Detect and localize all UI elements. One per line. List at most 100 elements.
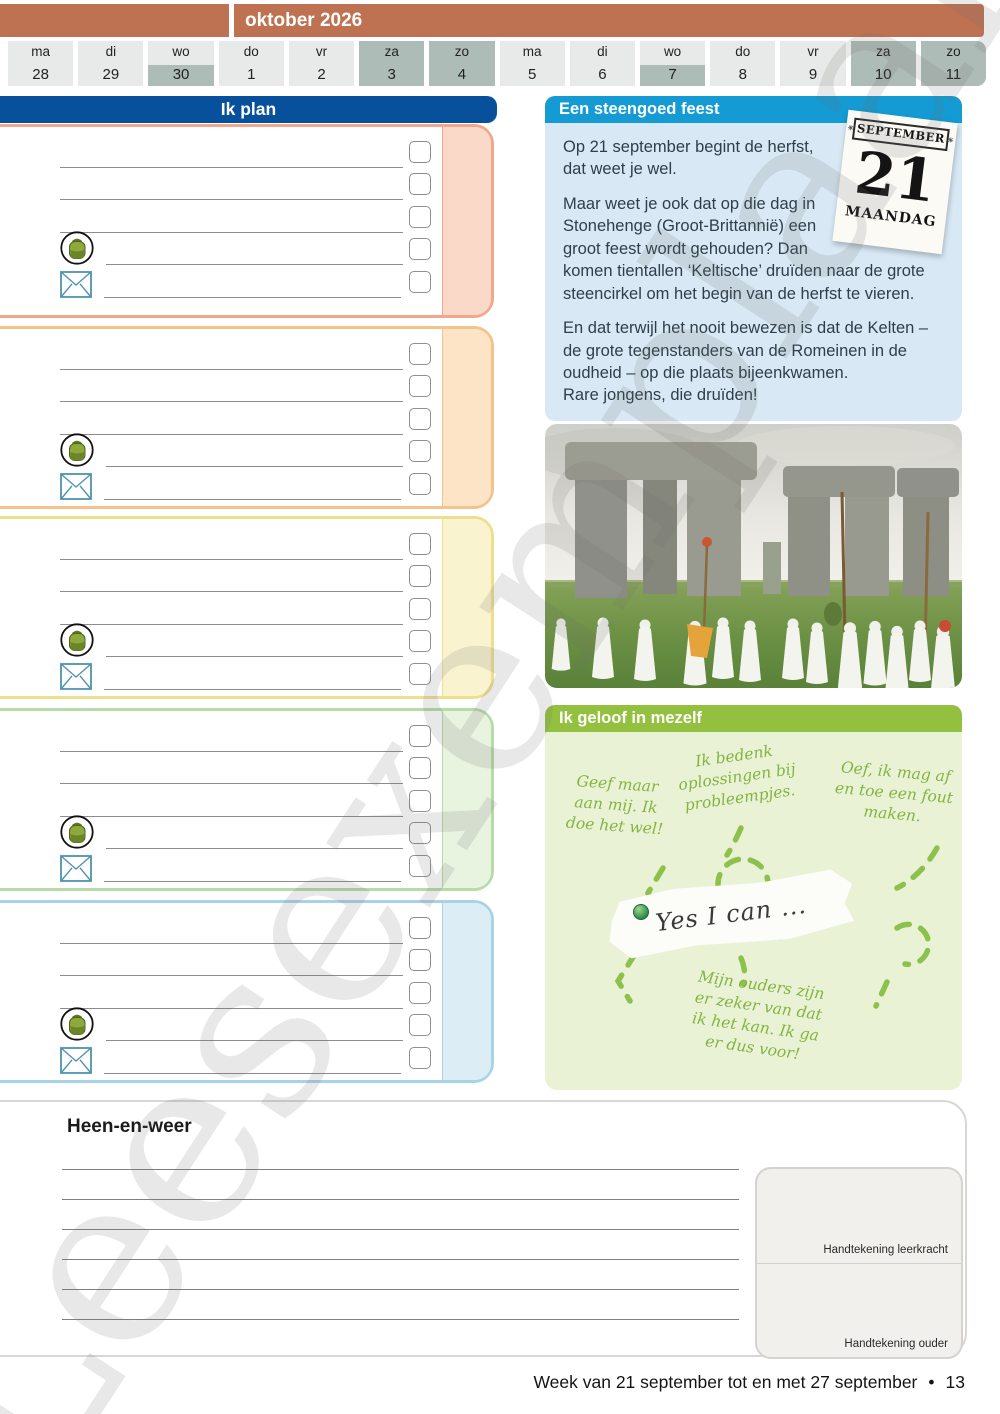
plan-row-message xyxy=(60,265,431,298)
calendar-day-abbr: zo xyxy=(429,41,495,65)
plan-checkbox[interactable] xyxy=(409,1014,431,1036)
plan-checkbox[interactable] xyxy=(409,205,431,228)
plan-checkbox[interactable] xyxy=(409,789,431,812)
writing-line[interactable] xyxy=(60,782,403,784)
writing-line[interactable] xyxy=(104,688,401,690)
calendar-day: vr 2 xyxy=(288,41,355,86)
plan-block-tab xyxy=(442,711,491,888)
writing-line[interactable] xyxy=(60,1007,403,1009)
calendar-day-abbr: di xyxy=(569,41,635,65)
plan-checkbox[interactable] xyxy=(409,757,431,779)
writing-line[interactable] xyxy=(106,465,403,467)
plan-row-homework xyxy=(60,815,431,849)
belief-panel: Ik geloof in mezelf Geef maar aan mij. I… xyxy=(545,705,962,1090)
envelope-icon xyxy=(60,270,92,303)
article-panel: Een steengoed feest ✳ SEPTEMBER ✳ 21 MAA… xyxy=(545,96,962,421)
calendar-day-abbr: do xyxy=(710,41,776,65)
plan-row xyxy=(60,402,431,435)
calendar-day-abbr: wo xyxy=(148,41,214,65)
writing-line[interactable] xyxy=(106,655,403,657)
page-footer: Week van 21 september tot en met 27 sept… xyxy=(533,1372,965,1393)
plan-checkbox[interactable] xyxy=(409,375,431,397)
writing-line[interactable] xyxy=(60,750,403,752)
note-text: Yes I can ... xyxy=(653,890,809,938)
calendar-day: di 6 xyxy=(569,41,635,86)
writing-line[interactable] xyxy=(60,974,403,976)
plan-checkbox[interactable] xyxy=(409,140,431,163)
plan-checkbox[interactable] xyxy=(409,270,431,293)
plan-checkbox[interactable] xyxy=(409,440,431,462)
plan-block xyxy=(0,900,494,1083)
teacher-signature-label: Handtekening leerkracht xyxy=(823,1244,948,1256)
writing-line[interactable] xyxy=(62,1228,739,1230)
calendar-day-number: 3 xyxy=(359,65,425,86)
writing-line[interactable] xyxy=(106,263,403,265)
plan-checkbox[interactable] xyxy=(409,662,431,685)
writing-line[interactable] xyxy=(60,623,403,625)
plan-checkbox[interactable] xyxy=(409,472,431,495)
plan-checkbox[interactable] xyxy=(409,1046,431,1069)
plan-checkbox[interactable] xyxy=(409,822,431,844)
belief-quote: Oef, ik mag af en toe een fout maken. xyxy=(834,758,954,826)
writing-line[interactable] xyxy=(60,368,403,370)
calendar-day: za 3 xyxy=(359,41,425,86)
month-bar-divider xyxy=(229,4,234,37)
writing-line[interactable] xyxy=(60,558,403,560)
calendar-day-abbr: do xyxy=(218,41,284,65)
writing-line[interactable] xyxy=(60,198,403,200)
teacher-signature-area[interactable]: Handtekening leerkracht xyxy=(757,1169,961,1263)
writing-line[interactable] xyxy=(60,942,403,944)
calendar-day-abbr: wo xyxy=(639,41,706,65)
writing-line[interactable] xyxy=(60,400,403,402)
parent-signature-area[interactable]: Handtekening ouder xyxy=(757,1263,961,1357)
plan-checkbox[interactable] xyxy=(409,597,431,620)
writing-line[interactable] xyxy=(60,815,403,817)
signature-box: Handtekening leerkracht Handtekening oud… xyxy=(755,1167,963,1359)
calendar-day: di 29 xyxy=(78,41,144,86)
plan-checkbox[interactable] xyxy=(409,724,431,747)
calendar-day: vr 9 xyxy=(780,41,846,86)
writing-line[interactable] xyxy=(60,231,403,233)
writing-line[interactable] xyxy=(62,1258,739,1260)
writing-line[interactable] xyxy=(104,880,401,882)
writing-line[interactable] xyxy=(60,590,403,592)
ornament-icon: ✳ xyxy=(947,135,955,145)
plan-row xyxy=(60,976,431,1009)
writing-line[interactable] xyxy=(62,1198,739,1200)
plan-checkbox[interactable] xyxy=(409,565,431,587)
writing-line[interactable] xyxy=(60,433,403,435)
plan-checkbox[interactable] xyxy=(409,238,431,260)
plan-row-homework xyxy=(60,623,431,657)
plan-row xyxy=(60,719,431,752)
plan-checkbox[interactable] xyxy=(409,630,431,652)
calendar-strip: ma 28 di 29 wo 30 do 1 vr 2 za 3 zo 4 ma… xyxy=(8,41,987,86)
plan-row xyxy=(60,911,431,944)
writing-line[interactable] xyxy=(62,1318,739,1320)
plan-checkbox[interactable] xyxy=(409,173,431,195)
writing-line[interactable] xyxy=(104,1072,401,1074)
envelope-icon xyxy=(60,662,92,695)
calendar-day: za 10 xyxy=(850,41,916,86)
plan-checkbox[interactable] xyxy=(409,949,431,971)
writing-line[interactable] xyxy=(106,847,403,849)
plan-checkbox[interactable] xyxy=(409,981,431,1004)
writing-line[interactable] xyxy=(106,1039,403,1041)
writing-line[interactable] xyxy=(104,498,401,500)
writing-line[interactable] xyxy=(104,296,401,298)
calendar-day-number: 10 xyxy=(850,65,916,86)
backpack-icon xyxy=(60,231,94,270)
writing-line[interactable] xyxy=(62,1288,739,1290)
plan-checkbox[interactable] xyxy=(409,342,431,365)
plan-checkbox[interactable] xyxy=(409,854,431,877)
backpack-icon xyxy=(60,433,94,472)
plan-checkbox[interactable] xyxy=(409,532,431,555)
pushpin-icon xyxy=(633,904,649,920)
plan-checkbox[interactable] xyxy=(409,916,431,939)
calendar-day: zo 11 xyxy=(920,41,987,86)
plan-checkbox[interactable] xyxy=(409,407,431,430)
plan-row xyxy=(60,560,431,592)
calendar-day-abbr: di xyxy=(78,41,144,65)
writing-line[interactable] xyxy=(62,1168,739,1170)
writing-line[interactable] xyxy=(60,166,403,168)
plan-block-tab xyxy=(442,519,491,696)
